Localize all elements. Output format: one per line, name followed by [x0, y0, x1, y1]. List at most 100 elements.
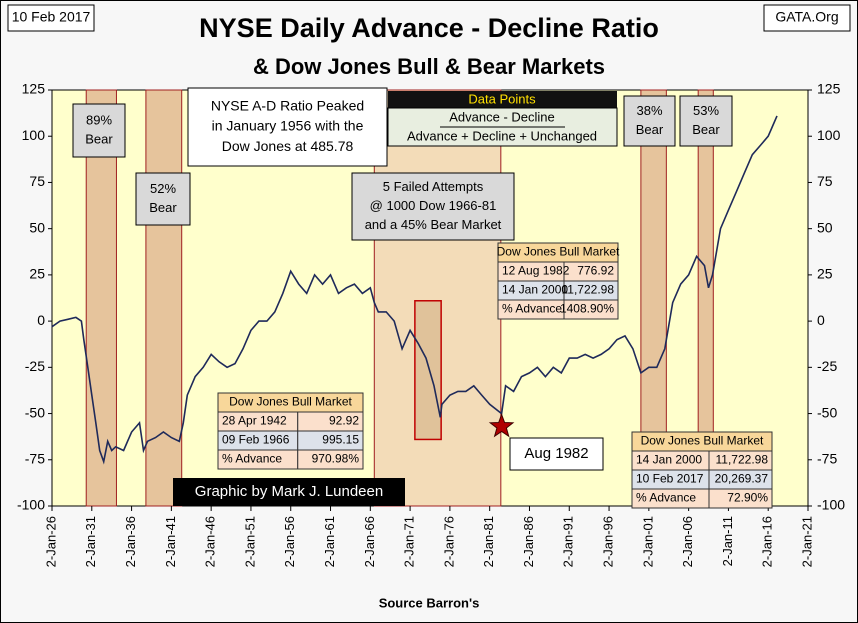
annotation-text: @ 1000 Dow 1966-81 [370, 198, 497, 213]
table-title: Dow Jones Bull Market [497, 245, 620, 259]
y2-tick-label: 75 [817, 173, 833, 189]
table-title: Dow Jones Bull Market [229, 395, 352, 409]
table-value: 776.92 [577, 264, 614, 278]
annotation-box [135, 172, 191, 226]
chart-subtitle: & Dow Jones Bull & Bear Markets [253, 54, 605, 79]
table-title: Dow Jones Bull Market [641, 434, 764, 448]
x-tick-label: 2-Jan-26 [43, 516, 58, 567]
annotation-text: Aug 1982 [524, 445, 588, 462]
table-cell [297, 449, 364, 470]
table-value: 72.90% [727, 491, 768, 505]
formula-title: Data Points [468, 91, 536, 106]
table-label: % Advance [502, 302, 562, 316]
y2-tick-label: 0 [817, 312, 825, 328]
annotation-text: 52% [150, 181, 176, 196]
table-label: 14 Jan 2000 [502, 283, 568, 297]
x-tick-label: 2-Jan-21 [799, 516, 814, 567]
y2-tick-label: 25 [817, 266, 833, 282]
table-label: 12 Aug 1982 [502, 264, 570, 278]
table-label: % Advance [222, 452, 282, 466]
table-label: 09 Feb 1966 [222, 433, 290, 447]
x-tick-label: 2-Jan-71 [402, 516, 417, 567]
annotation-text: in January 1956 with the [212, 118, 364, 134]
table-cell [708, 488, 773, 509]
annotation-text: Dow Jones at 485.78 [222, 138, 354, 154]
x-tick-label: 2-Jan-86 [521, 516, 536, 567]
table-cell [563, 299, 619, 320]
formula-numerator: Advance - Decline [449, 109, 555, 124]
table-value: 92.92 [329, 414, 359, 428]
x-tick-label: 2-Jan-36 [123, 516, 138, 567]
annotation-box [187, 87, 388, 167]
bear-band [85, 89, 117, 507]
x-tick-label: 2-Jan-06 [680, 516, 695, 567]
chart-title: NYSE Daily Advance - Decline Ratio [199, 13, 659, 43]
y-tick-label: -50 [25, 404, 45, 420]
table-label: 10 Feb 2017 [636, 472, 704, 486]
table-value: 20,269.37 [715, 472, 769, 486]
x-tick-label: 2-Jan-46 [203, 516, 218, 567]
x-tick-label: 2-Jan-96 [600, 516, 615, 567]
annotation-text: Bear [85, 131, 113, 146]
annotation-text: Bear [636, 122, 664, 137]
x-axis-label: Source Barron's [379, 595, 480, 610]
y-tick-label: 0 [37, 312, 45, 328]
table-value: 970.98% [312, 452, 360, 466]
annotation-text: Bear [149, 200, 177, 215]
annotation-box [679, 95, 733, 147]
y-tick-label: -25 [25, 358, 45, 374]
x-tick-label: 2-Jan-76 [441, 516, 456, 567]
date-box [7, 4, 95, 32]
x-tick-label: 2-Jan-81 [481, 516, 496, 567]
table-value: 995.15 [322, 433, 359, 447]
x-tick-label: 2-Jan-31 [83, 516, 98, 567]
x-tick-label: 2-Jan-01 [640, 516, 655, 567]
y2-tick-label: 50 [817, 219, 833, 235]
annotation-box [351, 172, 515, 241]
x-tick-label: 2-Jan-51 [242, 516, 257, 567]
date: 10 Feb 2017 [12, 9, 91, 25]
table-label: % Advance [636, 491, 696, 505]
site: GATA.Org [775, 9, 838, 25]
y-tick-label: -75 [25, 450, 45, 466]
table-value: 11,722.98 [562, 283, 615, 297]
y2-tick-label: -50 [817, 404, 837, 420]
table-value: 1408.90% [560, 302, 614, 316]
star-marker [488, 413, 515, 438]
y-tick-label: 125 [22, 81, 46, 97]
x-tick-label: 2-Jan-56 [282, 516, 297, 567]
annotation-text: 5 Failed Attempts [383, 179, 484, 194]
y2-tick-label: -75 [817, 450, 837, 466]
period-band [373, 89, 502, 507]
annotation-text: NYSE A-D Ratio Peaked [211, 97, 364, 113]
y-tick-label: 25 [29, 266, 45, 282]
x-tick-label: 2-Jan-61 [322, 516, 337, 567]
y-tick-label: -100 [17, 497, 45, 513]
annotation-text: Bear [692, 122, 720, 137]
x-tick-label: 2-Jan-11 [720, 516, 735, 566]
y2-tick-label: -25 [817, 358, 837, 374]
annotation-box [623, 95, 676, 147]
bear-band [145, 89, 183, 507]
credit-box [173, 478, 405, 506]
x-tick-label: 2-Jan-41 [163, 516, 178, 567]
y-tick-label: 50 [29, 219, 45, 235]
data-line [51, 115, 778, 465]
annotation-text: and a 45% Bear Market [365, 217, 502, 232]
formula-header [388, 91, 617, 108]
y2-tick-label: 100 [817, 127, 841, 143]
credit: Graphic by Mark J. Lundeen [195, 483, 383, 500]
formula-denominator: Advance + Decline + Unchanged [407, 128, 597, 143]
x-tick-label: 2-Jan-66 [362, 516, 377, 567]
table-label: 28 Apr 1942 [222, 414, 287, 428]
annotation-text: 38% [636, 103, 662, 118]
annotation-text: 89% [86, 113, 112, 128]
table-value: 11,722.98 [716, 453, 769, 467]
y2-tick-label: -100 [817, 497, 845, 513]
y-tick-label: 100 [22, 127, 46, 143]
table-label: 14 Jan 2000 [636, 453, 702, 467]
x-tick-label: 2-Jan-91 [561, 516, 576, 567]
x-tick-label: 2-Jan-16 [760, 516, 775, 567]
y-tick-label: 75 [29, 173, 45, 189]
